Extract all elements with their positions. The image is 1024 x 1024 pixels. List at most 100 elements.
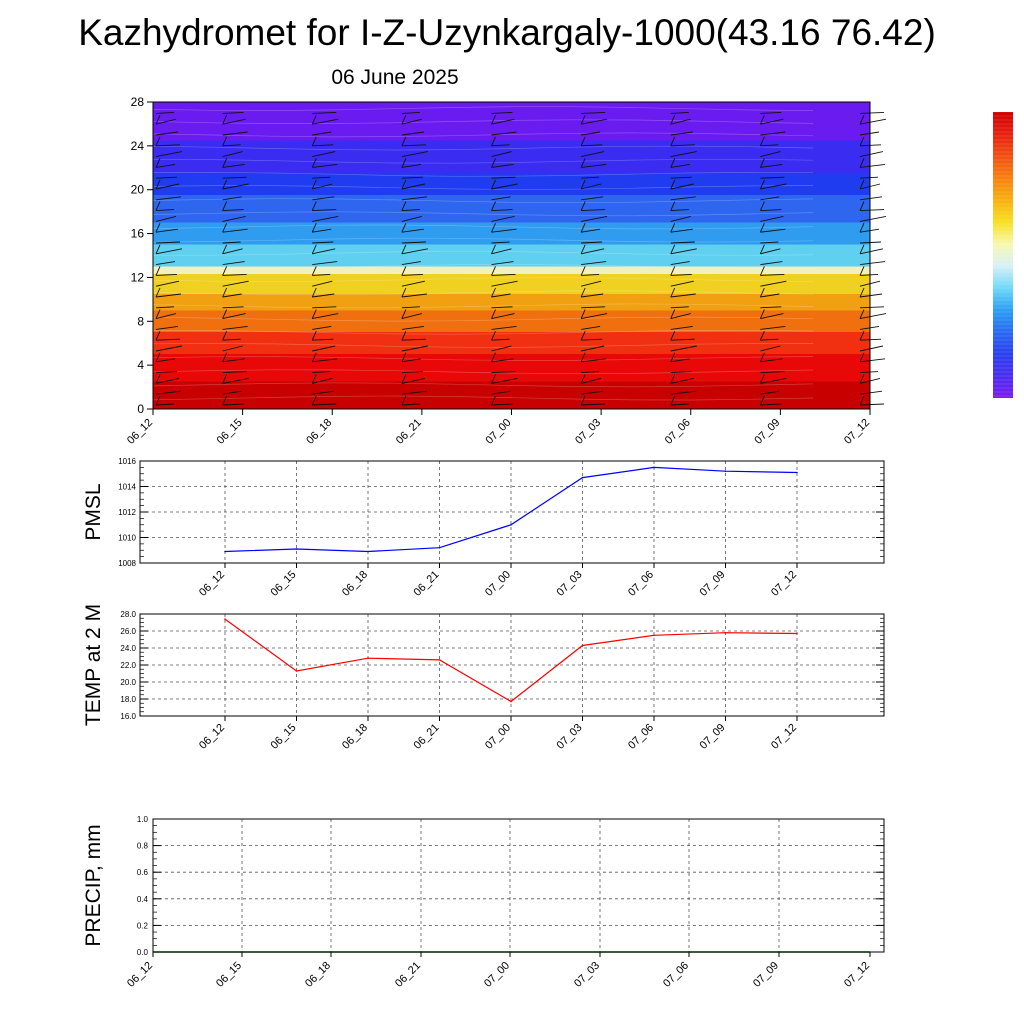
wind-barb <box>859 371 879 374</box>
y-tick-label: 0.4 <box>137 895 149 904</box>
date-label: 06 June 2025 <box>331 66 459 89</box>
wind-barb <box>155 338 181 341</box>
wind-barb <box>155 196 182 201</box>
wind-barb <box>760 209 782 212</box>
wind-barb-shaft <box>670 374 676 384</box>
wind-barb <box>581 273 600 276</box>
x-tick-label: 06_15 <box>269 569 299 599</box>
contour-line <box>152 290 814 296</box>
wind-barb <box>670 313 691 320</box>
x-tick-label: 07_06 <box>626 722 656 752</box>
wind-barb-shaft <box>401 201 407 211</box>
wind-barb <box>222 228 248 233</box>
wind-barb-shaft <box>859 115 865 125</box>
wind-barb <box>859 111 885 114</box>
wind-barb-shaft <box>155 244 161 254</box>
wind-barb-shaft <box>580 244 586 254</box>
wind-barb <box>312 209 337 212</box>
wind-barb <box>859 215 887 222</box>
wind-barb <box>760 403 782 406</box>
wind-barb <box>581 338 603 341</box>
data-point <box>367 657 369 659</box>
wind-barb-shaft <box>222 352 228 362</box>
series-line <box>224 618 798 703</box>
wind-barb <box>859 118 887 125</box>
wind-barb <box>581 390 604 395</box>
wind-barb-shaft <box>859 136 865 146</box>
wind-barb <box>859 306 885 309</box>
wind-barb <box>670 338 695 341</box>
y-tick-label: 1016 <box>118 457 136 466</box>
wind-barb <box>155 215 177 222</box>
wind-barb <box>401 358 421 363</box>
wind-barb <box>670 345 697 352</box>
wind-barb <box>491 131 517 136</box>
x-tick-label: 06_21 <box>393 960 423 990</box>
wind-barb-shaft <box>670 223 676 233</box>
x-tick-label: 07_12 <box>769 722 799 752</box>
wind-barb-shaft <box>859 352 865 362</box>
wind-barb <box>581 325 601 330</box>
wind-barb <box>222 176 247 179</box>
wind-barb-shaft <box>759 395 765 406</box>
x-tick-label: 07_12 <box>842 417 872 447</box>
y-axis-label: PMSL <box>82 483 105 540</box>
wind-barb-shaft <box>759 374 765 384</box>
wind-barb <box>760 176 785 179</box>
cross-section-panel: 0 4 8 12 16 20 24 28 06_12 06_15 06_18 06_21 07_00 07… <box>125 95 887 447</box>
wind-barb-shaft <box>580 287 586 298</box>
x-tick-label: 07_09 <box>752 417 782 447</box>
wind-barb <box>670 325 693 330</box>
wind-barb <box>670 215 691 222</box>
y-tick-label: 12 <box>131 270 145 284</box>
wind-barb-shaft <box>491 352 496 362</box>
contour-line <box>152 329 814 335</box>
x-tick-label: 07_00 <box>483 569 513 599</box>
wind-barb-shaft <box>759 158 765 168</box>
wind-barb <box>491 338 510 341</box>
wind-barb <box>491 273 516 276</box>
wind-barb <box>670 293 696 298</box>
wind-barb <box>312 338 334 341</box>
wind-barb <box>491 111 513 114</box>
wind-barb-shaft <box>401 179 407 190</box>
wind-barb <box>760 228 786 233</box>
x-tick-label: 07_06 <box>663 417 693 447</box>
wind-barb <box>859 403 885 406</box>
y-tick-label: 20.0 <box>120 678 136 687</box>
wind-barb-shaft <box>491 223 496 233</box>
wind-barb <box>401 403 420 406</box>
wind-barb-shaft <box>155 352 161 362</box>
wind-barb <box>312 196 335 201</box>
wind-barb <box>312 131 332 136</box>
pmsl-panel: PMSL 1008 1010 1012 1014 1016 06_12 06_15 06_18 0… <box>82 457 885 599</box>
wind-barb <box>155 176 178 179</box>
wind-barb <box>222 241 241 244</box>
wind-barb <box>222 273 247 276</box>
contour-line <box>152 382 814 388</box>
wind-barb <box>581 371 600 374</box>
wind-barb <box>155 345 183 352</box>
wind-barb <box>760 280 787 287</box>
wind-barb-shaft <box>155 331 161 341</box>
wind-barb <box>312 325 332 330</box>
wind-barb <box>581 144 603 147</box>
wind-barb <box>401 306 420 309</box>
y-tick-label: 0.6 <box>137 868 149 877</box>
wind-barb-shaft <box>491 244 496 254</box>
wind-barb <box>859 273 879 276</box>
wind-barb <box>859 261 886 266</box>
wind-barb <box>760 293 780 298</box>
wind-barb-shaft <box>401 374 407 384</box>
wind-barb <box>859 209 885 212</box>
wind-barb <box>312 215 339 222</box>
wind-barb-shaft <box>670 136 676 146</box>
panel-frame <box>139 460 885 564</box>
wind-barb <box>312 371 331 374</box>
wind-barb <box>155 390 182 395</box>
x-tick-label: 07_09 <box>751 960 781 990</box>
wind-barb-shaft <box>401 223 407 233</box>
wind-barb <box>760 273 785 276</box>
wind-barb-shaft <box>155 115 161 125</box>
x-tick-label: 06_15 <box>215 417 245 447</box>
